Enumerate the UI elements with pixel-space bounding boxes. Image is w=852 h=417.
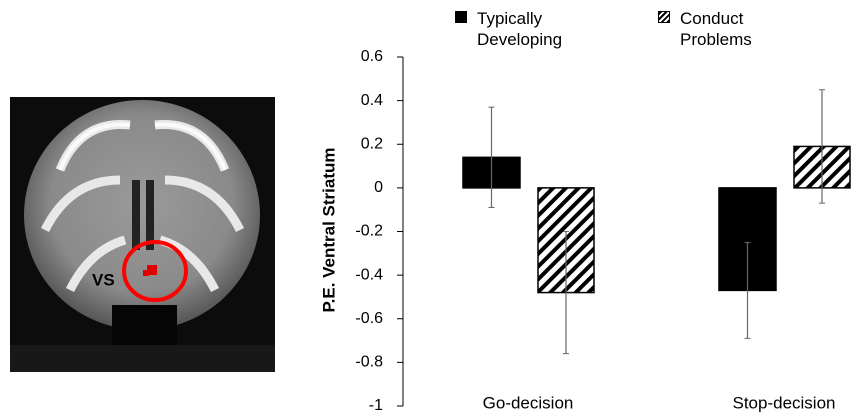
y-tick-label: -0.8 [355, 354, 383, 371]
image-label: VS [92, 270, 115, 289]
chart: VS P.E. Ventral Striatum -1 -0.8 -0.6 -0.4 -… [0, 0, 852, 417]
y-tick-label: 0.2 [361, 135, 383, 152]
legend-key [658, 11, 670, 23]
y-tick-label: 0.4 [361, 92, 383, 109]
page: VS P.E. Ventral Striatum -1 -0.8 -0.6 -0.4 -… [0, 0, 852, 417]
x-tick-label: Go-decision [483, 393, 574, 412]
brain-image: VS [10, 97, 275, 372]
y-axis-label: P.E. Ventral Striatum [319, 147, 338, 312]
y-tick-label: -0.4 [355, 266, 383, 283]
y-tick-label: -1 [369, 397, 383, 414]
legend-label: Conduct Problems [680, 8, 790, 50]
x-tick-label: Stop-decision [732, 393, 835, 412]
y-tick-label: 0 [374, 179, 383, 196]
y-tick-label: -0.2 [355, 223, 383, 240]
y-tick-label: 0.6 [361, 48, 383, 65]
legend-key [455, 11, 467, 23]
y-tick-label: -0.6 [355, 310, 383, 327]
legend-label: Typically Developing [477, 8, 587, 50]
